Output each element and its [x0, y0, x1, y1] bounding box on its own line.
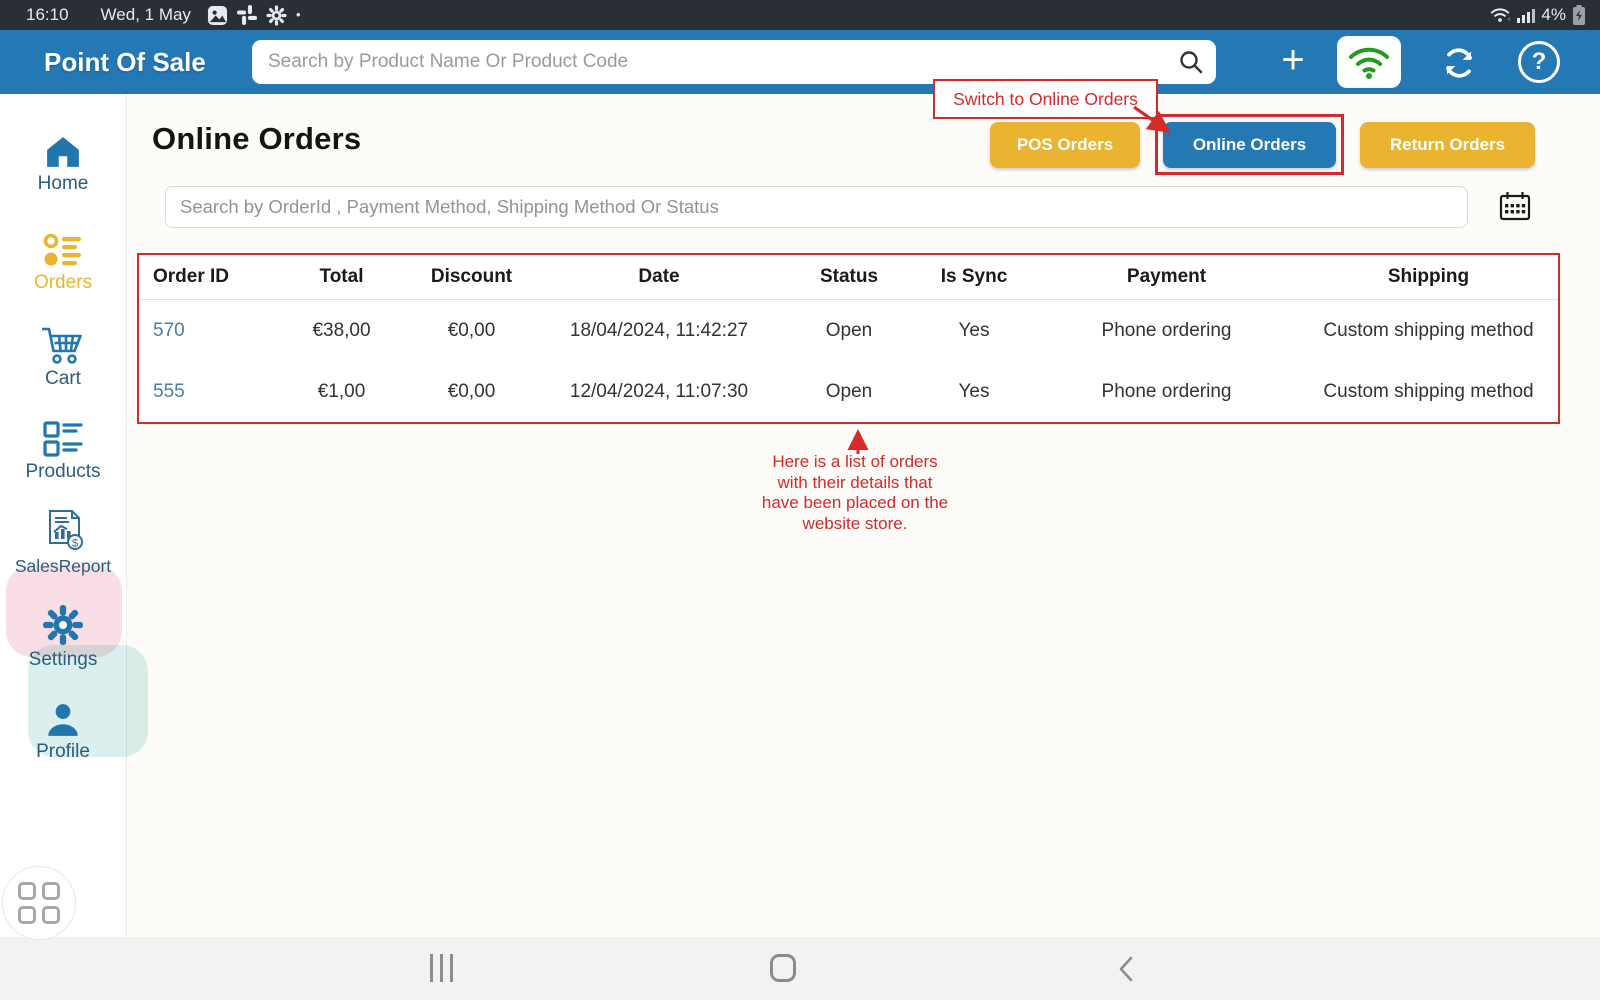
app-title: Point Of Sale [44, 47, 206, 77]
cell-shipping: Custom shipping method [1323, 380, 1534, 402]
cell-date: 12/04/2024, 11:07:30 [569, 380, 749, 402]
home-icon [47, 137, 79, 167]
sales-report-icon: $ [49, 510, 83, 550]
col-is-sync: Is Sync [940, 266, 1008, 287]
notification-icons: • [207, 0, 301, 30]
status-right-cluster: 4% [1489, 0, 1586, 30]
col-total: Total [319, 266, 364, 287]
sidebar: Home Orders Cart [0, 94, 148, 940]
gear-notification-icon [266, 5, 287, 25]
network-status-button[interactable] [1337, 36, 1401, 88]
sync-button[interactable] [1436, 42, 1482, 84]
cart-icon [42, 327, 82, 364]
cell-status: Open [825, 380, 873, 402]
annotation-switch-tip: Switch to Online Orders [933, 79, 1158, 119]
col-payment: Payment [1126, 266, 1207, 287]
help-button[interactable]: ? [1518, 41, 1560, 83]
cell-status: Open [825, 319, 873, 341]
tab-return-orders[interactable]: Return Orders [1360, 122, 1535, 168]
sidebar-label: Profile [36, 741, 90, 762]
cell-is-sync: Yes [958, 319, 990, 341]
sidebar-item-products[interactable]: Products [0, 420, 126, 483]
grid-icon [18, 882, 60, 924]
sidebar-label: Home [37, 173, 89, 194]
slack-notification-icon [236, 5, 257, 25]
cell-shipping: Custom shipping method [1323, 319, 1534, 341]
android-status-bar: 16:10 Wed, 1 May [0, 0, 1600, 30]
android-nav-bar [0, 937, 1600, 1000]
sidebar-item-cart[interactable]: Cart [0, 325, 126, 390]
sidebar-item-orders[interactable]: Orders [0, 231, 126, 294]
table-header-row: Order ID Total Discount Date Status Is S… [139, 255, 1558, 300]
cell-payment: Phone ordering [1101, 380, 1232, 402]
profile-icon [48, 704, 78, 736]
orders-icon [43, 233, 81, 266]
wifi-green-icon [1349, 47, 1389, 79]
table-row: 570 €38,00 €0,00 18/04/2024, 11:42:27 Op… [139, 300, 1558, 361]
sidebar-label: Products [25, 461, 101, 482]
status-time: 16:10 [26, 5, 69, 24]
tab-online-orders[interactable]: Online Orders [1163, 122, 1336, 168]
page-title: Online Orders [152, 121, 362, 156]
sidebar-item-salesreport[interactable]: $ SalesReport [0, 507, 126, 577]
gear-icon [43, 605, 83, 645]
notification-dot: • [295, 7, 301, 22]
cell-discount: €0,00 [447, 380, 496, 402]
photo-notification-icon [207, 5, 227, 25]
cell-is-sync: Yes [958, 380, 990, 402]
cell-date: 18/04/2024, 11:42:27 [569, 319, 749, 341]
app-drawer-button[interactable] [2, 866, 76, 940]
calendar-icon[interactable] [1498, 189, 1532, 223]
watermark-blob-teal [28, 645, 148, 757]
col-date: Date [638, 266, 680, 287]
product-search [252, 40, 1216, 84]
cellular-signal-icon [1517, 9, 1536, 23]
sidebar-label: Orders [33, 272, 93, 293]
recents-button[interactable] [430, 954, 453, 982]
col-order-id: Order ID [153, 266, 230, 287]
add-button[interactable]: + [1281, 38, 1305, 82]
wifi-status-icon [1490, 8, 1510, 22]
sidebar-item-settings[interactable]: Settings [0, 604, 126, 671]
home-nav-button[interactable] [770, 954, 796, 982]
orders-search [165, 186, 1468, 228]
sidebar-label: Cart [45, 368, 81, 389]
tab-pos-orders[interactable]: POS Orders [990, 122, 1140, 168]
cell-total: €1,00 [317, 380, 366, 402]
order-id-link[interactable]: 555 [153, 380, 185, 402]
svg-text:$: $ [72, 538, 78, 550]
online-orders-table: Order ID Total Discount Date Status Is S… [137, 253, 1560, 424]
col-discount: Discount [430, 266, 513, 287]
status-date: Wed, 1 May [100, 5, 191, 24]
cell-discount: €0,00 [447, 319, 496, 341]
cell-total: €38,00 [312, 319, 371, 341]
sidebar-item-home[interactable]: Home [0, 134, 126, 195]
back-button[interactable] [1118, 955, 1134, 983]
sidebar-item-profile[interactable]: Profile [0, 702, 126, 763]
table-row: 555 €1,00 €0,00 12/04/2024, 11:07:30 Ope… [139, 361, 1558, 422]
cell-payment: Phone ordering [1101, 319, 1232, 341]
product-search-input[interactable] [252, 40, 1216, 84]
search-icon[interactable] [1178, 49, 1204, 75]
sidebar-label: SalesReport [14, 556, 112, 576]
app-header: Point Of Sale + [0, 30, 1600, 94]
sync-icon [1446, 48, 1472, 78]
col-status: Status [819, 266, 879, 287]
battery-percent: 4% [1541, 5, 1566, 24]
annotation-orders-note: Here is a list of orders with their deta… [761, 452, 949, 533]
orders-search-input[interactable] [165, 186, 1468, 228]
sidebar-label: Settings [28, 649, 98, 670]
products-icon [43, 421, 83, 457]
battery-icon [1573, 5, 1585, 25]
col-shipping: Shipping [1387, 266, 1470, 287]
order-id-link[interactable]: 570 [153, 319, 185, 341]
